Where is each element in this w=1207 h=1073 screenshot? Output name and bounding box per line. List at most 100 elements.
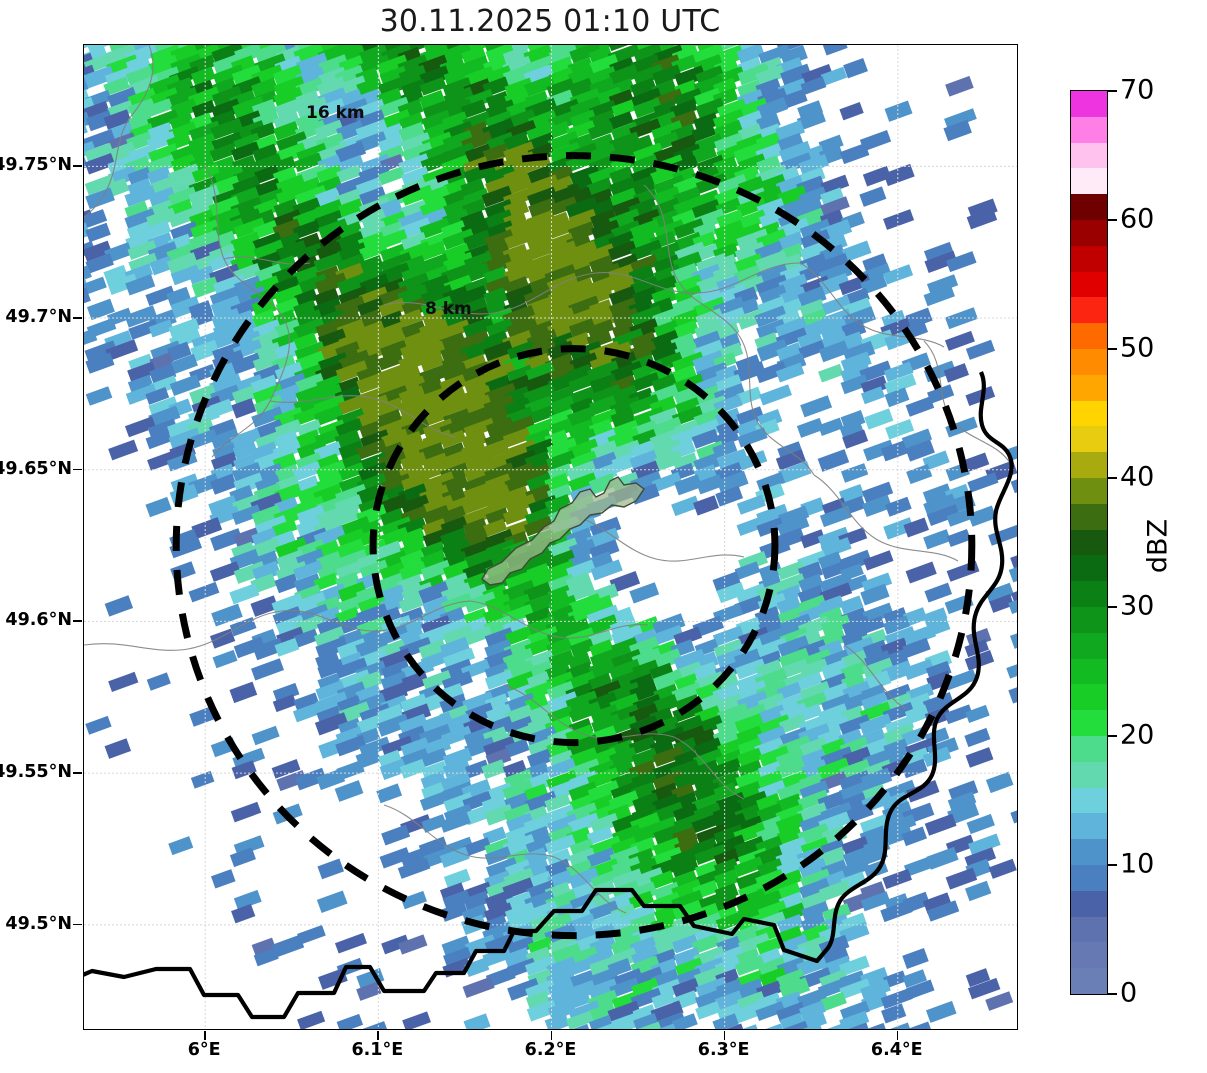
radar-cell bbox=[590, 451, 619, 473]
radar-cell bbox=[629, 239, 663, 261]
radar-cell bbox=[861, 572, 893, 594]
radar-cell bbox=[463, 547, 497, 572]
radar-cell bbox=[460, 430, 488, 451]
radar-cell bbox=[611, 1012, 641, 1029]
radar-cell bbox=[587, 767, 621, 789]
radar-cell bbox=[693, 112, 720, 133]
radar-cell bbox=[755, 627, 787, 648]
radar-cell bbox=[170, 153, 197, 173]
radar-cell bbox=[313, 572, 339, 591]
radar-cell bbox=[253, 482, 283, 504]
radar-cell bbox=[502, 63, 537, 87]
radar-cell bbox=[380, 211, 407, 230]
radar-cell bbox=[338, 701, 371, 724]
radar-map[interactable]: 16 km 8 km bbox=[83, 44, 1018, 1030]
radar-cell bbox=[922, 691, 954, 714]
radar-cell bbox=[338, 592, 372, 615]
radar-cell bbox=[839, 420, 864, 439]
radar-cell bbox=[630, 331, 657, 351]
radar-cell bbox=[315, 453, 341, 472]
radar-cell bbox=[209, 142, 237, 162]
radar-cell bbox=[502, 505, 530, 525]
radar-cell bbox=[377, 351, 404, 371]
radar-cell bbox=[776, 595, 802, 615]
radar-cell bbox=[965, 386, 996, 407]
radar-cell bbox=[273, 198, 299, 218]
colorbar-band-8 bbox=[1071, 761, 1107, 788]
radar-cell bbox=[294, 767, 327, 791]
radar-cell bbox=[318, 54, 350, 77]
radar-cell bbox=[168, 318, 200, 339]
radar-cell bbox=[863, 439, 895, 462]
radar-cell bbox=[923, 285, 955, 307]
radar-cell bbox=[587, 673, 613, 692]
radar-cell bbox=[1009, 626, 1017, 649]
radar-cell bbox=[400, 340, 428, 360]
radar-cell bbox=[653, 264, 682, 284]
radar-cell bbox=[545, 549, 576, 570]
radar-cell bbox=[442, 251, 475, 274]
radar-cell bbox=[464, 66, 495, 87]
radar-cell bbox=[336, 561, 362, 581]
radar-cell bbox=[127, 361, 157, 383]
radar-cell bbox=[125, 274, 156, 296]
radar-cell bbox=[629, 715, 660, 736]
radar-cell bbox=[692, 350, 725, 374]
radar-cell bbox=[903, 1021, 933, 1029]
radar-cell bbox=[651, 197, 681, 218]
radar-cell bbox=[859, 360, 893, 383]
radar-cell bbox=[691, 123, 716, 142]
radar-cell bbox=[799, 813, 828, 835]
radar-cell bbox=[610, 439, 643, 463]
radar-cell bbox=[419, 723, 452, 746]
radar-cell bbox=[443, 196, 476, 220]
radar-cell bbox=[189, 120, 222, 143]
radar-cell bbox=[359, 45, 389, 66]
radar-cell bbox=[923, 529, 951, 550]
radar-cell bbox=[358, 54, 391, 76]
radar-cell bbox=[422, 471, 456, 493]
radar-cell bbox=[420, 559, 452, 582]
radar-cell bbox=[314, 187, 341, 208]
radar-cell bbox=[485, 416, 515, 439]
radar-cell bbox=[336, 221, 364, 243]
radar-cell bbox=[756, 112, 781, 133]
radar-cell bbox=[544, 472, 571, 494]
radar-cell bbox=[254, 178, 282, 200]
radar-cell bbox=[502, 45, 530, 65]
radar-cell bbox=[923, 493, 957, 517]
radar-cell bbox=[712, 231, 744, 254]
radar-cell bbox=[651, 373, 678, 394]
radar-cell bbox=[85, 222, 111, 243]
radar-cell bbox=[295, 77, 325, 98]
radar-cell bbox=[296, 131, 330, 155]
radar-cell bbox=[125, 230, 154, 252]
radar-cell bbox=[716, 1023, 746, 1029]
radar-cell bbox=[632, 45, 663, 64]
radar-cell bbox=[842, 746, 872, 768]
radar-cell bbox=[274, 483, 303, 504]
radar-cell bbox=[460, 540, 491, 561]
radar-cell bbox=[611, 275, 636, 294]
radar-cell bbox=[315, 691, 349, 714]
radar-cell bbox=[484, 382, 518, 406]
radar-cell bbox=[397, 283, 430, 307]
radar-cell bbox=[318, 735, 352, 759]
radar-cell bbox=[695, 45, 726, 53]
radar-cell bbox=[297, 1010, 326, 1029]
radar-cell bbox=[334, 429, 361, 449]
radar-cell bbox=[338, 349, 371, 372]
radar-cell bbox=[170, 264, 201, 286]
radar-cell bbox=[504, 901, 537, 925]
radar-cell bbox=[439, 636, 470, 658]
radar-cell bbox=[632, 45, 664, 54]
radar-cell bbox=[588, 165, 618, 186]
radar-cell bbox=[485, 528, 515, 551]
radar-cell bbox=[250, 537, 282, 560]
radar-cell bbox=[905, 439, 935, 462]
colorbar[interactable] bbox=[1070, 90, 1108, 995]
national-border-path bbox=[84, 371, 1014, 1020]
radar-cell bbox=[441, 154, 470, 175]
radar-cell bbox=[821, 682, 851, 704]
colorbar-tick-5 bbox=[1108, 348, 1117, 350]
